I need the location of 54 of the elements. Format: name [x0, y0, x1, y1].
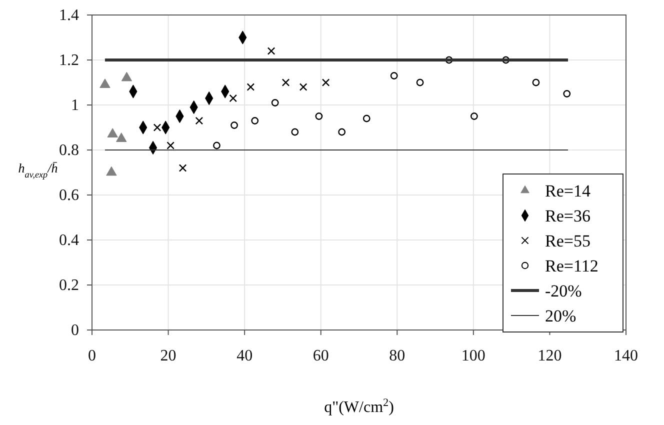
point: [267, 47, 276, 55]
x-tick-label: 120: [538, 347, 562, 364]
point: [106, 166, 117, 176]
x-tick-label: 20: [160, 347, 176, 364]
x-axis-title: q"(W/cm$^{2}$): [324, 397, 394, 416]
point: [251, 117, 259, 124]
legend-label: Re=55: [545, 232, 590, 250]
point: [229, 94, 238, 102]
point: [246, 83, 255, 91]
point: [195, 116, 204, 125]
point: [416, 78, 424, 86]
point: [153, 124, 162, 132]
point: [230, 122, 238, 129]
x-tick-label: 140: [614, 347, 638, 364]
point: [178, 164, 187, 172]
x-tick-label: 40: [236, 347, 253, 364]
point: [107, 128, 118, 138]
point: [390, 72, 398, 80]
y-tick-label: 0: [71, 322, 79, 340]
point: [470, 112, 478, 120]
legend-label: Re=112: [545, 256, 598, 276]
y-tick-label: 1: [71, 97, 79, 114]
point: [322, 78, 330, 86]
legend-label: -20%: [545, 282, 582, 300]
x-tick-label: 80: [389, 347, 406, 364]
point: [338, 128, 346, 136]
point: [445, 56, 453, 64]
point: [291, 128, 299, 136]
point: [116, 132, 127, 142]
point: [282, 78, 290, 86]
point: [121, 72, 132, 82]
y-tick-label: 0.4: [59, 232, 79, 250]
point: [166, 142, 174, 150]
x-tick-label: 100: [461, 347, 486, 364]
point: [502, 56, 510, 64]
point: [271, 99, 279, 106]
y-tick-label: 1.4: [59, 7, 79, 24]
point: [362, 114, 370, 122]
y-axis-title: h$_{av,exp}$/h̄: [18, 160, 58, 180]
y-tick-label: 0.8: [59, 142, 79, 160]
legend-label: 20%: [545, 306, 576, 326]
point: [315, 112, 323, 120]
x-tick-label: 60: [312, 347, 329, 364]
x-tick-label: 0: [88, 347, 96, 364]
y-tick-label: 0.2: [59, 277, 79, 294]
legend-label: Re=36: [545, 206, 590, 226]
point: [100, 78, 110, 88]
point: [299, 83, 308, 91]
legend-label: Re=14: [545, 182, 591, 200]
point: [213, 142, 220, 150]
point: [532, 78, 540, 86]
point: [563, 90, 571, 98]
y-tick-label: 0.6: [59, 187, 79, 204]
y-tick-label: 1.2: [59, 52, 79, 70]
